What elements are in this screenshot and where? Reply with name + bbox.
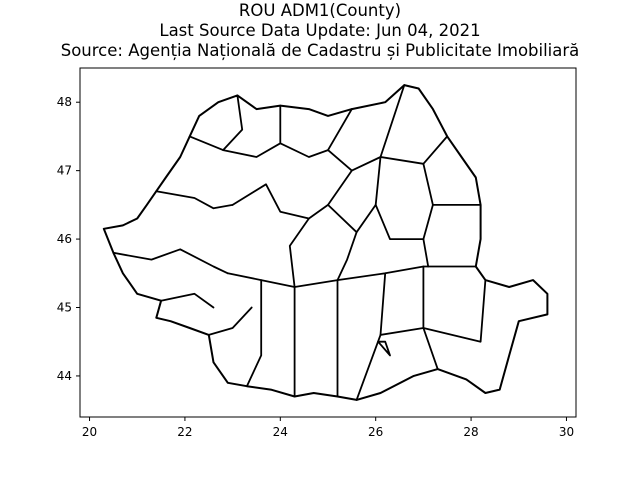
x-tick-label: 28 [463,425,478,439]
country-outline [102,84,549,401]
county-border-14 [327,204,434,240]
county-border-12 [231,169,353,220]
chart-subtitle-source: Source: Agenția Națională de Cadastru și… [60,41,580,60]
y-tick-label: 48 [57,95,72,109]
x-tick-label: 24 [273,425,288,439]
chart-title-block: ROU ADM1(County) Last Source Data Update… [0,1,640,61]
x-tick-label: 20 [82,425,97,439]
county-border-11 [422,162,482,206]
y-tick-label: 47 [57,164,72,178]
county-border-5 [226,265,477,288]
county-border-2 [112,248,229,275]
county-border-4 [207,306,253,336]
x-tick-label: 30 [559,425,574,439]
county-border-9 [327,84,406,172]
county-border-10 [379,135,449,165]
axes-frame [79,67,577,418]
county-border-3 [160,292,215,309]
county-border-8 [279,108,353,158]
county-border-7 [222,104,282,158]
x-tick-label: 22 [177,425,192,439]
county-border-18 [246,279,263,388]
county-border-24 [422,279,487,343]
y-tick-label: 45 [57,301,72,315]
county-border-16 [374,156,382,206]
chart-subtitle-update: Last Source Data Update: Jun 04, 2021 [159,21,481,40]
chart-title: ROU ADM1(County) [238,1,402,20]
county-border-1 [155,190,234,210]
county-border-17 [422,238,430,268]
county-border-25 [377,340,391,357]
county-border-15 [336,231,358,281]
county-border-21 [355,272,387,401]
county-border-22 [379,327,439,370]
x-tick-label: 26 [368,425,383,439]
county-border-6 [188,94,244,151]
y-tick-label: 46 [57,232,72,246]
y-tick-label: 44 [57,369,72,383]
tick-layer: 20 22 24 26 28 30 44 45 46 47 48 [57,95,574,439]
county-border-13 [288,217,310,288]
map-layer [102,84,549,401]
